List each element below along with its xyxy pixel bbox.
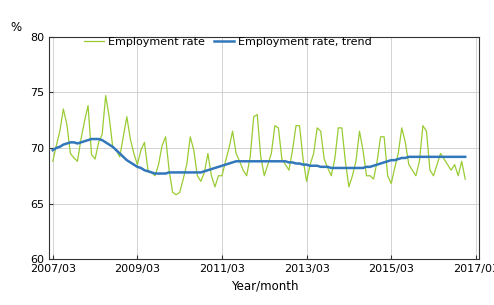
Employment rate [342,160,348,163]
Employment rate [381,135,387,138]
Employment rate, trend [342,166,348,170]
Employment rate, trend [462,155,468,159]
Employment rate [173,193,179,196]
Employment rate, trend [99,138,105,142]
Employment rate [103,94,109,97]
Employment rate [50,160,56,163]
Employment rate [96,141,102,144]
Employment rate [462,177,468,181]
Employment rate, trend [152,172,158,175]
Line: Employment rate: Employment rate [53,95,465,195]
Employment rate, trend [138,166,144,170]
Employment rate [374,160,380,163]
Employment rate [138,148,144,152]
Employment rate [198,179,204,183]
Text: %: % [11,21,22,34]
Legend: Employment rate, Employment rate, trend: Employment rate, Employment rate, trend [84,37,372,47]
Employment rate, trend [88,137,94,141]
Line: Employment rate, trend: Employment rate, trend [53,139,465,174]
Employment rate, trend [198,170,204,174]
X-axis label: Year/month: Year/month [231,280,298,293]
Employment rate, trend [50,148,56,152]
Employment rate, trend [374,163,380,167]
Employment rate, trend [381,160,387,164]
